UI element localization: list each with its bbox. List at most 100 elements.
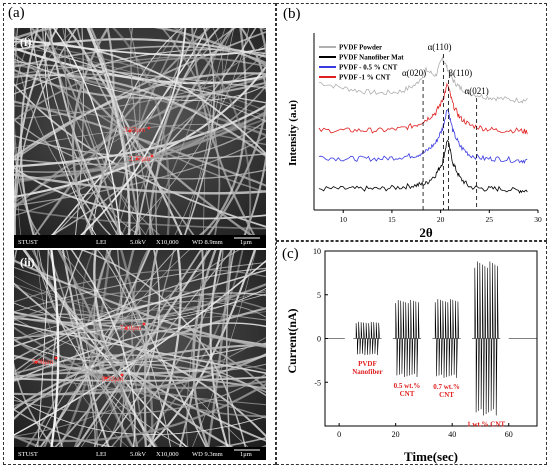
current-burst-3 (472, 261, 501, 416)
fiber (14, 337, 266, 390)
xrd-series (318, 56, 528, 194)
xrd-legend-entry: PVDF -1 % CNT (339, 74, 391, 82)
fiber (14, 41, 266, 112)
xrd-legend-entry: PVDF Powder (339, 44, 382, 52)
fiber (185, 28, 247, 247)
fiber (80, 250, 249, 458)
fiber (14, 207, 266, 230)
current-burst-label: CNT (439, 391, 454, 399)
fiber (155, 28, 237, 246)
fiber (14, 313, 266, 390)
fiber (14, 76, 266, 210)
fiber (43, 250, 202, 458)
fiber (14, 268, 266, 303)
current-burst-label: Nanofiber (352, 368, 382, 376)
fiber (29, 250, 177, 458)
current-x-tick-label: 20 (392, 430, 400, 439)
fiber (14, 266, 266, 321)
sem-image-ii: (ii) 7.10μm 5.08μm 8.92μm STUST LEI 5.0k… (14, 250, 266, 460)
fiber (79, 28, 115, 247)
current-y-axis-label: Current(nA) (285, 308, 299, 373)
fiber (51, 250, 84, 458)
fiber (14, 262, 266, 313)
fiber (148, 28, 235, 247)
fiber (14, 250, 63, 458)
xrd-peak-label: β(110) (448, 68, 472, 78)
panel-c-label: (c) (282, 246, 299, 262)
xrd-x-tick-label: 30 (534, 215, 542, 224)
fiber (176, 250, 205, 458)
fiber (14, 105, 266, 146)
sem-i-footer-bar (14, 235, 266, 248)
fiber (86, 28, 131, 247)
fiber (14, 73, 266, 158)
fiber (131, 250, 150, 458)
sem-i-measure-2: 2.77μm (129, 155, 151, 163)
current-x-tick-label: 40 (448, 430, 456, 439)
fiber (14, 336, 266, 437)
fiber (37, 250, 190, 458)
sem-ii-measure-2: 5.08μm (32, 358, 54, 366)
fiber (14, 57, 266, 122)
current-burst-0 (353, 321, 382, 356)
sem-ii-measure-3: 8.92μm (102, 375, 124, 383)
fiber (140, 28, 226, 246)
xrd-axes (313, 33, 538, 211)
fiber (199, 28, 266, 247)
xrd-legend: PVDF Powder PVDF Nanofiber Mat PVDF - 0.5 … (319, 44, 404, 82)
fiber (14, 287, 266, 338)
fiber (14, 173, 266, 195)
sem-i-footer-institute: STUST (18, 239, 38, 246)
panel-b-frame (276, 3, 547, 241)
fiber (14, 322, 266, 375)
fiber (14, 322, 266, 382)
sem-i-sublabel: (i) (20, 35, 31, 49)
xrd-peak-label: α(020) (402, 68, 426, 78)
sem-ii-footer-magnification: X10,000 (156, 451, 179, 458)
sem-ii-footer-voltage: 5.0kV (130, 451, 146, 458)
fiber (130, 28, 156, 246)
fiber (76, 28, 202, 246)
current-burst-label: CNT (400, 390, 415, 398)
fiber (14, 357, 266, 374)
fiber (14, 396, 266, 436)
fiber (14, 104, 266, 168)
xrd-series-line-2 (318, 109, 528, 165)
xrd-x-tick-label: 25 (486, 215, 494, 224)
fiber (89, 28, 143, 246)
current-x-tick-label: 0 (337, 430, 341, 439)
xrd-peak-label: α(110) (428, 42, 452, 52)
fiber (188, 250, 257, 458)
fiber (88, 28, 139, 246)
current-y-tick-label: -5 (314, 378, 321, 387)
xrd-x-tick-label: 10 (339, 215, 347, 224)
xrd-legend-entry: PVDF - 0.5 % CNT (339, 64, 398, 72)
fiber (14, 290, 266, 322)
fiber (181, 28, 235, 246)
fiber (14, 388, 266, 419)
xrd-peak-markers: α(020) α(110) β(110) α(021) (402, 42, 489, 210)
fiber (64, 28, 158, 246)
current-y-tick-label: 0 (317, 335, 321, 344)
fiber (73, 28, 84, 246)
fiber (52, 28, 122, 246)
current-burst-label: 0.7 wt.% (433, 383, 460, 391)
xrd-x-tick-label: 15 (388, 215, 396, 224)
fiber (14, 43, 266, 203)
fiber (69, 28, 187, 246)
panel-a-label: (a) (8, 5, 25, 21)
fiber (186, 250, 207, 458)
sem-i-footer-voltage: 5.0kV (130, 239, 146, 246)
current-burst-2 (432, 299, 461, 378)
fiber (69, 250, 212, 459)
sem-image-i-measurement-marks (128, 126, 154, 161)
fiber (239, 28, 266, 246)
xrd-x-tick-label: 20 (437, 215, 445, 224)
fiber (102, 250, 224, 458)
fiber (14, 28, 266, 47)
fiber (70, 250, 136, 458)
xrd-peak-label: α(021) (465, 86, 489, 96)
fiber (143, 250, 159, 459)
xrd-series-line-0 (318, 56, 528, 104)
